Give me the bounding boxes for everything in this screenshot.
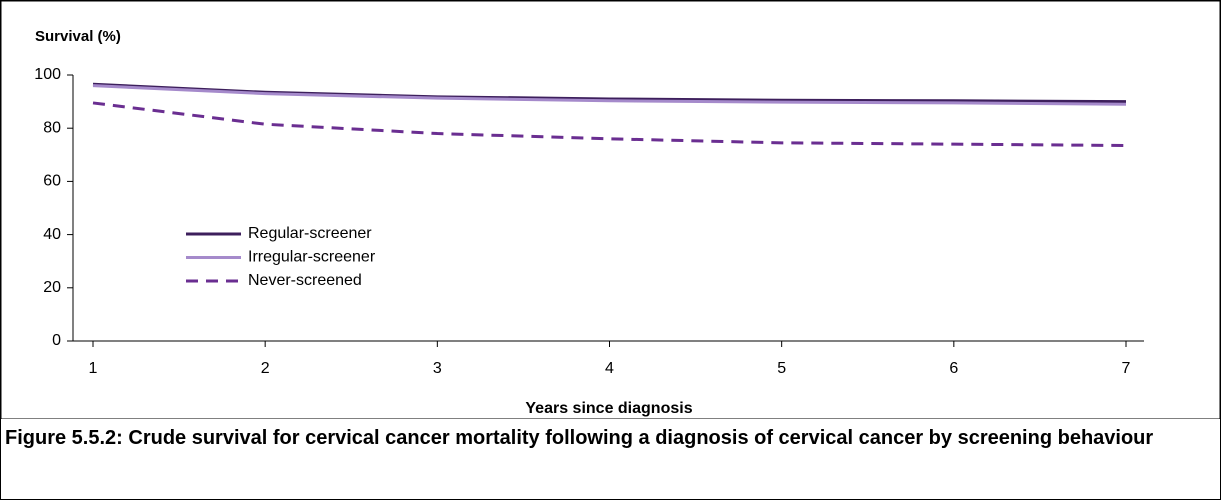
y-tick-label: 80: [43, 119, 61, 136]
legend-label: Never-screened: [248, 272, 362, 289]
y-tick-label: 60: [43, 173, 61, 190]
x-tick-label: 3: [433, 360, 442, 377]
series-line: [92, 84, 1127, 106]
x-tick-label: 5: [777, 360, 786, 377]
x-tick-label: 2: [261, 360, 270, 377]
chart: Survival (%) Years since diagnosis 0 20 40…: [1, 1, 1220, 420]
y-tick-label: 40: [43, 226, 61, 243]
y-tick-label: 20: [43, 279, 61, 296]
x-tick-label: 1: [89, 360, 98, 377]
x-tick-label: 4: [605, 360, 614, 377]
y-tick-label: 100: [34, 66, 61, 83]
caption: Figure 5.5.2: Crude survival for cervica…: [5, 427, 1154, 449]
y-tick-label: 0: [52, 332, 61, 349]
x-tick-label: 6: [949, 360, 958, 377]
legend-label: Irregular-screener: [248, 249, 376, 266]
series-line: [92, 101, 1127, 147]
y-axis-label: Survival (%): [35, 28, 121, 45]
x-axis-label: Years since diagnosis: [525, 400, 692, 417]
x-tick-label: 7: [1122, 360, 1131, 377]
legend-label: Regular-screener: [248, 225, 372, 242]
chart-frame: [1, 1, 1220, 420]
